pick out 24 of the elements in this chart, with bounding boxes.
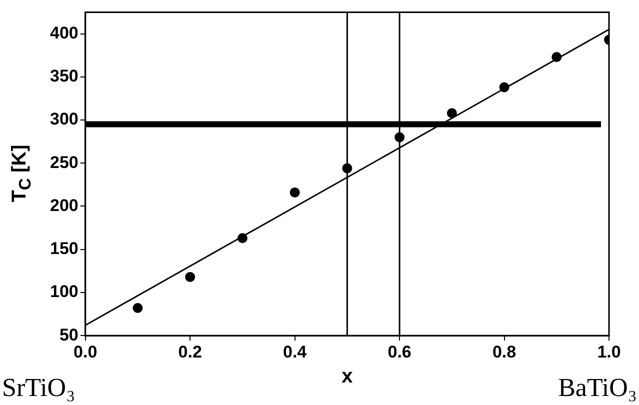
point [290, 187, 300, 198]
y-tick-label: 50 [59, 325, 78, 344]
x-tick-label: 0.0 [74, 342, 98, 362]
point [499, 82, 510, 92]
x-tick-label: 1.0 [597, 342, 621, 362]
y-tick-label: 300 [50, 110, 78, 129]
x-tick-label: 0.4 [283, 342, 308, 362]
point [552, 52, 562, 62]
point [185, 272, 196, 282]
y-tick-label: 350 [50, 66, 78, 86]
text: SrTiO₃ [2, 373, 76, 403]
point [237, 233, 248, 244]
y-tick-label: 200 [50, 196, 78, 215]
y-tick-label: 400 [50, 23, 78, 42]
point [132, 303, 143, 314]
x-tick-label: 0.8 [492, 342, 516, 362]
x-tick-label: 0.2 [178, 342, 202, 362]
x-tick-label: 0.6 [388, 342, 412, 362]
x-axis-title: x [342, 366, 353, 388]
point [446, 108, 457, 118]
y-tick-label: 100 [50, 282, 78, 302]
text: BaTiO₃ [558, 373, 637, 403]
y-tick-label: 150 [50, 239, 78, 258]
y-tick-label: 250 [50, 152, 78, 172]
